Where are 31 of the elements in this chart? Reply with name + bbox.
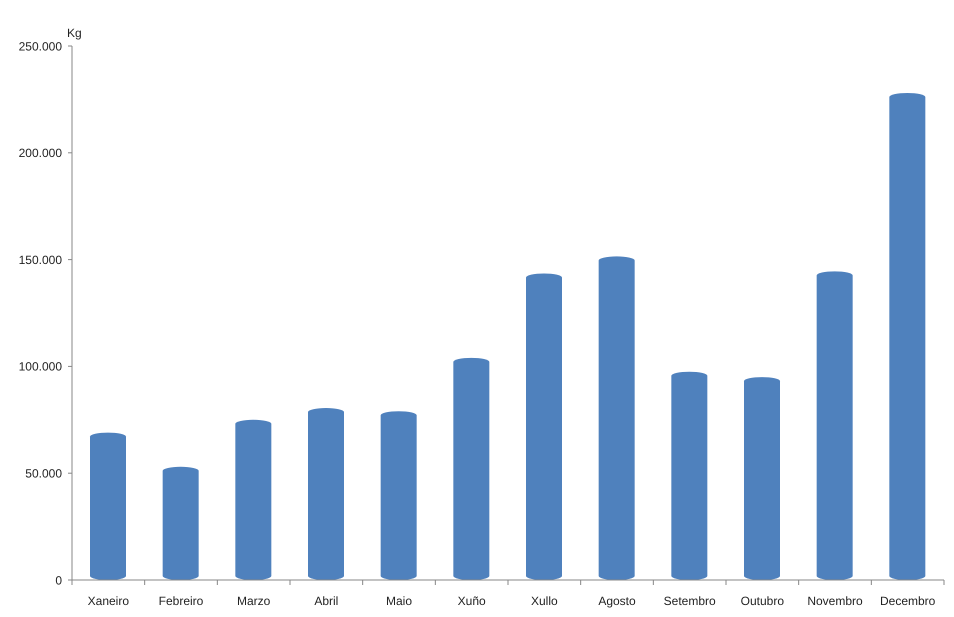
x-tick-label: Maio bbox=[386, 594, 412, 608]
bar bbox=[816, 271, 853, 580]
bar bbox=[453, 358, 490, 580]
x-tick-label: Outubro bbox=[740, 594, 784, 608]
x-tick-label: Xaneiro bbox=[88, 594, 130, 608]
bar bbox=[598, 256, 635, 580]
bar bbox=[889, 93, 926, 580]
bar bbox=[162, 466, 199, 580]
bar bbox=[308, 408, 344, 580]
bar bbox=[671, 372, 708, 580]
y-tick-label: 100.000 bbox=[18, 360, 62, 374]
x-tick-label: Xuño bbox=[458, 594, 486, 608]
x-tick-label: Xullo bbox=[530, 594, 558, 608]
x-tick-label: Febreiro bbox=[158, 594, 204, 608]
y-tick-label: 250.000 bbox=[18, 39, 62, 54]
y-tick-label: 50.000 bbox=[25, 466, 62, 480]
x-tick-label: Setembro bbox=[664, 594, 716, 608]
bar bbox=[235, 420, 272, 580]
x-tick-label: Marzo bbox=[236, 594, 271, 608]
x-tick-label: Abril bbox=[314, 594, 338, 608]
bar bbox=[744, 377, 780, 580]
x-tick-label: Novembro bbox=[807, 594, 863, 608]
x-tick-label: Agosto bbox=[598, 594, 636, 608]
bar bbox=[526, 273, 562, 580]
y-tick-label: 0 bbox=[55, 573, 62, 588]
bar bbox=[90, 432, 126, 580]
x-tick-label: Decembro bbox=[880, 594, 936, 608]
y-tick-label: 150.000 bbox=[18, 252, 62, 267]
y-tick-label: 200.000 bbox=[18, 146, 62, 160]
bar bbox=[380, 411, 417, 580]
y-axis-title: Kg bbox=[67, 26, 82, 40]
